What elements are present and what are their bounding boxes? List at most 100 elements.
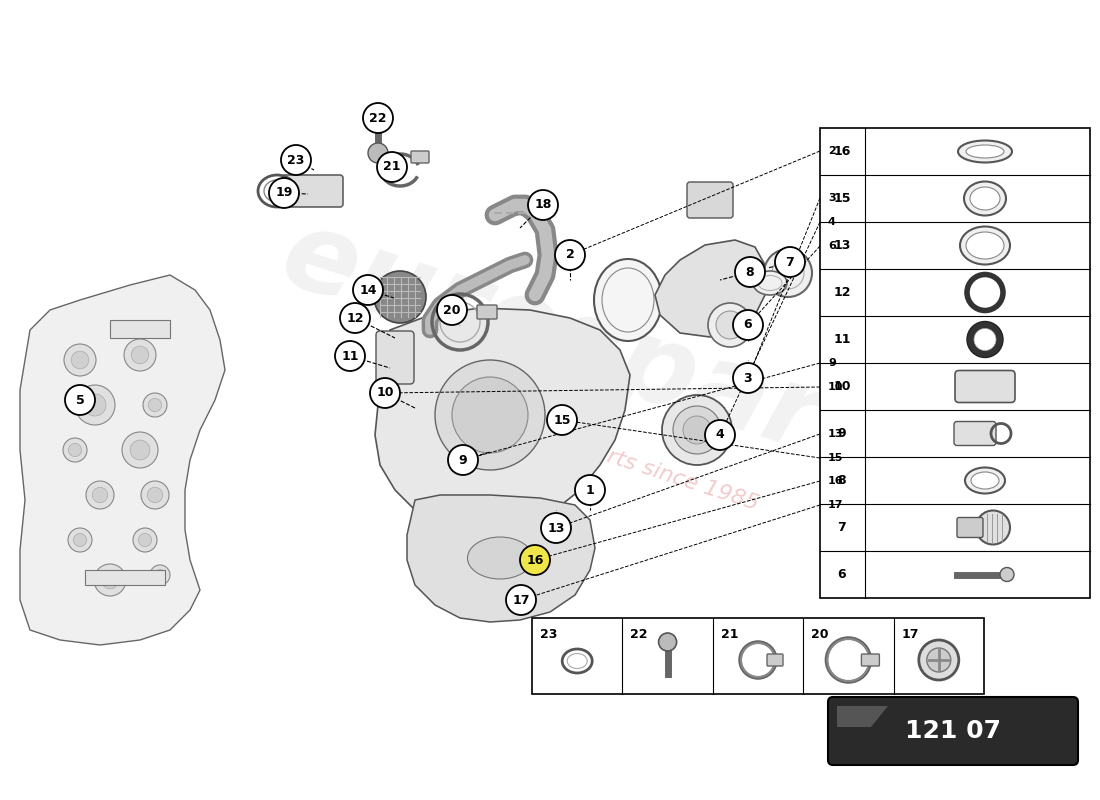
PathPatch shape (407, 495, 595, 622)
Circle shape (976, 510, 1010, 545)
PathPatch shape (654, 240, 764, 337)
Circle shape (1000, 567, 1014, 582)
Text: 3: 3 (828, 193, 836, 203)
Circle shape (139, 534, 152, 546)
Text: 4: 4 (716, 429, 725, 442)
Circle shape (75, 385, 116, 425)
Bar (110, 320, 170, 338)
Text: 15: 15 (553, 414, 571, 426)
Circle shape (94, 564, 126, 596)
Text: 17: 17 (828, 500, 844, 510)
Circle shape (541, 513, 571, 543)
Circle shape (547, 405, 578, 435)
Text: 7: 7 (837, 521, 846, 534)
Text: 2: 2 (565, 249, 574, 262)
Circle shape (434, 360, 544, 470)
Circle shape (370, 378, 400, 408)
Text: 17: 17 (513, 594, 530, 606)
Circle shape (662, 395, 732, 465)
Ellipse shape (970, 187, 1000, 210)
FancyBboxPatch shape (828, 697, 1078, 765)
Circle shape (733, 363, 763, 393)
Circle shape (148, 398, 162, 411)
Text: 15: 15 (834, 192, 850, 205)
FancyBboxPatch shape (282, 175, 343, 207)
Circle shape (270, 178, 299, 208)
Text: 13: 13 (828, 429, 844, 439)
Circle shape (374, 271, 426, 323)
Circle shape (353, 275, 383, 305)
Text: 20: 20 (443, 303, 461, 317)
Circle shape (64, 344, 96, 376)
Circle shape (74, 534, 87, 546)
Circle shape (68, 528, 92, 552)
Circle shape (708, 303, 752, 347)
Text: 6: 6 (828, 241, 836, 251)
Text: 16: 16 (526, 554, 543, 566)
Bar (532, 618, 984, 694)
Text: 12: 12 (834, 286, 850, 299)
Text: 12: 12 (346, 311, 364, 325)
Circle shape (130, 440, 150, 460)
Circle shape (122, 432, 158, 468)
PathPatch shape (20, 275, 226, 645)
Text: 1: 1 (585, 483, 594, 497)
Circle shape (65, 385, 95, 415)
Circle shape (452, 377, 528, 453)
Circle shape (448, 445, 478, 475)
Circle shape (716, 311, 744, 339)
Ellipse shape (958, 141, 1012, 162)
Text: 20: 20 (811, 627, 828, 641)
Circle shape (368, 143, 388, 163)
Circle shape (437, 295, 468, 325)
FancyBboxPatch shape (861, 654, 879, 666)
Text: 15: 15 (828, 453, 844, 463)
Circle shape (124, 339, 156, 371)
Circle shape (377, 152, 407, 182)
Circle shape (68, 443, 81, 457)
Circle shape (154, 570, 165, 581)
Text: 16: 16 (828, 476, 844, 486)
Ellipse shape (966, 232, 1004, 259)
Text: 6: 6 (744, 318, 752, 331)
FancyBboxPatch shape (767, 654, 783, 666)
Circle shape (705, 420, 735, 450)
Text: 14: 14 (360, 283, 376, 297)
Ellipse shape (966, 145, 1004, 158)
Circle shape (147, 487, 163, 502)
Text: 23: 23 (540, 627, 558, 641)
PathPatch shape (375, 308, 630, 530)
Circle shape (92, 487, 108, 502)
Text: 9: 9 (459, 454, 468, 466)
Text: 21: 21 (720, 627, 738, 641)
FancyBboxPatch shape (957, 518, 983, 538)
Text: 13: 13 (548, 522, 564, 534)
Circle shape (280, 145, 311, 175)
Circle shape (659, 633, 676, 651)
Text: 10: 10 (828, 382, 844, 392)
Circle shape (683, 416, 711, 444)
Ellipse shape (964, 182, 1007, 215)
Text: 21: 21 (383, 161, 400, 174)
FancyBboxPatch shape (688, 182, 733, 218)
FancyBboxPatch shape (955, 370, 1015, 402)
FancyBboxPatch shape (376, 331, 414, 384)
FancyBboxPatch shape (411, 151, 429, 163)
Bar (820, 128, 1090, 598)
Circle shape (927, 648, 950, 672)
Text: 4: 4 (828, 217, 836, 227)
Text: 18: 18 (535, 198, 552, 211)
Ellipse shape (468, 537, 532, 579)
Circle shape (336, 341, 365, 371)
Circle shape (974, 329, 996, 350)
Text: 16: 16 (834, 145, 850, 158)
Text: 11: 11 (341, 350, 359, 362)
Circle shape (556, 240, 585, 270)
Text: 6: 6 (838, 568, 846, 581)
Circle shape (86, 481, 114, 509)
Ellipse shape (594, 259, 662, 341)
Text: 7: 7 (785, 255, 794, 269)
Ellipse shape (960, 226, 1010, 265)
Text: 17: 17 (902, 627, 920, 641)
Circle shape (520, 545, 550, 575)
